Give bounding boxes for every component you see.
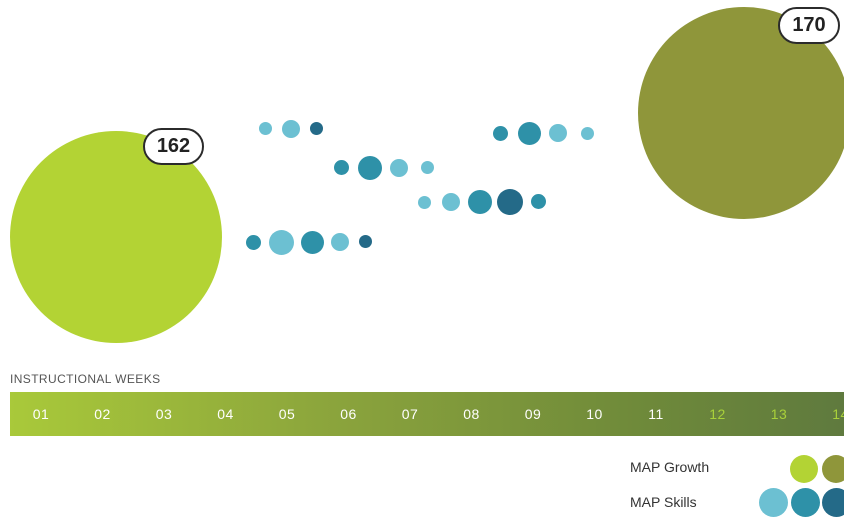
skills-dot: [310, 122, 323, 135]
skills-dot: [497, 189, 523, 215]
week-label-11: 11: [648, 406, 664, 422]
week-label-06: 06: [340, 406, 357, 422]
skills-dot: [442, 193, 460, 211]
skills-dot: [269, 230, 294, 255]
legend-growth-start-swatch: [790, 455, 818, 483]
instructional-weeks-label: INSTRUCTIONAL WEEKS: [10, 372, 161, 386]
skills-dot: [259, 122, 272, 135]
skills-dot: [581, 127, 594, 140]
week-label-02: 02: [94, 406, 111, 422]
skills-dot: [549, 124, 567, 142]
skills-dot: [301, 231, 324, 254]
start-growth-circle: [10, 131, 222, 343]
skills-dot: [493, 126, 508, 141]
week-label-12: 12: [709, 406, 726, 422]
skills-dot: [518, 122, 541, 145]
skills-dot: [358, 156, 382, 180]
week-label-09: 09: [524, 406, 542, 422]
skills-dot: [421, 161, 434, 174]
legend-growth-end-swatch: [822, 455, 844, 483]
legend-skills-mid-swatch: [791, 488, 820, 517]
instructional-weeks-bar: 01 02 03 04 05 06 07 08 09 10 11 12 13 14: [10, 392, 844, 436]
legend-skills-label: MAP Skills: [630, 494, 697, 510]
legend-skills-dark-swatch: [822, 488, 844, 517]
week-label-08: 08: [463, 406, 480, 422]
start-score-badge: 162: [143, 128, 204, 165]
skills-dot: [331, 233, 349, 251]
skills-dot: [282, 120, 300, 138]
legend-growth-label: MAP Growth: [630, 459, 710, 475]
week-label-13: 13: [770, 406, 788, 422]
week-label-10: 10: [586, 406, 603, 422]
skills-dot: [246, 235, 261, 250]
skills-dot: [468, 190, 492, 214]
skills-dot: [390, 159, 408, 177]
week-label-04: 04: [217, 406, 234, 422]
skills-dot: [531, 194, 546, 209]
skills-dot: [359, 235, 372, 248]
week-label-07: 07: [401, 406, 419, 422]
week-label-14: 14: [832, 406, 844, 422]
skills-dot: [334, 160, 349, 175]
week-label-03: 03: [155, 406, 173, 422]
week-label-01: 01: [32, 406, 50, 422]
end-score-badge: 170: [778, 7, 840, 44]
week-label-05: 05: [278, 406, 296, 422]
legend-skills-light-swatch: [759, 488, 788, 517]
skills-dot: [418, 196, 431, 209]
